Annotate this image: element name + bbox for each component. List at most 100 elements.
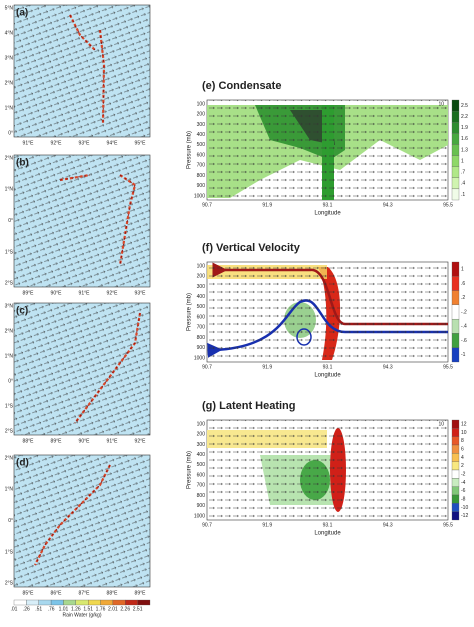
- colorbar-tick-label: -8: [461, 496, 466, 502]
- colorbar-tick-label: .2: [461, 295, 465, 301]
- colorbar-tick-label: 1.51: [83, 606, 93, 612]
- colorbar-cell: [112, 599, 126, 606]
- colorbar-tick-label: 1.6: [461, 136, 468, 142]
- x-tick-label: 93.1: [323, 522, 333, 528]
- colorbar-cell: [451, 290, 460, 306]
- colorbar-tick-label: -6: [461, 488, 466, 494]
- x-tick-label: 91°E: [79, 290, 91, 296]
- x-tick-label: 88°E: [23, 438, 35, 444]
- x-tick-label: 92°E: [51, 140, 63, 146]
- rain-streaks: [74, 312, 142, 424]
- y-tick-label: 0°: [8, 518, 13, 524]
- x-tick-label: 91.9: [262, 364, 272, 370]
- y-tick-label: 700: [197, 483, 206, 489]
- colorbar-cell: [451, 461, 460, 471]
- y-tick-label: 500: [197, 304, 206, 310]
- y-tick-label: 200: [197, 432, 206, 438]
- y-tick-label: 1°N: [5, 353, 14, 359]
- colorbar-tick-label: .76: [48, 606, 55, 612]
- colorbar-tick-label: 2.01: [108, 606, 118, 612]
- x-tick-label: 93°E: [79, 140, 91, 146]
- colorbar-cell: [100, 599, 114, 606]
- y-tick-label: 400: [197, 452, 206, 458]
- colorbar-cell: [451, 444, 460, 454]
- panel-title: (f) Vertical Velocity: [202, 242, 301, 254]
- colorbar-tick-label: -4: [461, 480, 466, 486]
- x-tick-label: 89°E: [51, 438, 63, 444]
- y-tick-label: 0°: [8, 131, 13, 137]
- rain-streaks: [69, 14, 106, 124]
- y-tick-label: 800: [197, 493, 206, 499]
- colorbar-tick-label: -.6: [461, 338, 467, 344]
- colorbar-tick-label: 1.76: [96, 606, 106, 612]
- colorbar-cell: [451, 155, 460, 167]
- y-tick-label: 100: [197, 263, 206, 269]
- colorbar-cell: [38, 599, 52, 606]
- colorbar-tick-label: .7: [461, 170, 465, 176]
- wind-vectors: [14, 455, 150, 587]
- x-tick-label: 94.3: [383, 202, 393, 208]
- x-tick-label: 91.9: [262, 202, 272, 208]
- x-tick-label: 91°E: [23, 140, 35, 146]
- y-tick-label: 100: [197, 421, 206, 427]
- colorbar-tick-label: .51: [35, 606, 42, 612]
- x-tick-label: 90.7: [202, 522, 212, 528]
- y-tick-label: 0°: [8, 218, 13, 224]
- colorbar-tick-label: 1.26: [71, 606, 81, 612]
- y-axis-label: Pressure (mb): [187, 293, 193, 331]
- y-tick-label: 800: [197, 173, 206, 179]
- colorbar-cell: [451, 177, 460, 190]
- x-tick-label: 95.5: [443, 522, 453, 528]
- colorbar-tick-label: 1.3: [461, 147, 468, 153]
- colorbar-tick-label: .1: [461, 192, 465, 198]
- colorbar-cell: [125, 599, 138, 606]
- x-axis-label: Longitude: [314, 211, 341, 217]
- colorbar-tick-label: 1: [461, 158, 464, 164]
- rain-streak: [34, 464, 111, 566]
- x-tick-label: 90°E: [79, 438, 91, 444]
- y-tick-label: 2°S: [5, 281, 14, 287]
- y-tick-label: 300: [197, 284, 206, 290]
- colorbar-tick-label: 12: [461, 421, 467, 427]
- y-tick-label: 3°N: [5, 55, 14, 61]
- panel-title: (g) Latent Heating: [202, 400, 296, 412]
- colorbar-tick-label: 10: [461, 430, 467, 436]
- colorbar-cell: [75, 599, 89, 606]
- colorbar-cell: [451, 486, 460, 496]
- y-tick-label: 1°N: [5, 187, 14, 193]
- colorbar-tick-label: 1.01: [59, 606, 69, 612]
- colorbar-tick-label: -2: [461, 471, 466, 477]
- x-tick-label: 89°E: [23, 290, 35, 296]
- y-tick-label: 4°N: [5, 30, 14, 36]
- colorbar-cell: [451, 494, 460, 504]
- colorbar-tick-label: -.4: [461, 324, 467, 330]
- colorbar-cell: [451, 133, 460, 145]
- colorbar-tick-label: .4: [461, 181, 465, 187]
- colorbar-tick-label: 8: [461, 438, 464, 444]
- colorbar-tick-label: -12: [461, 513, 468, 519]
- colorbar-tick-label: 2.2: [461, 114, 468, 120]
- rain-streaks: [34, 464, 111, 566]
- y-tick-label: 1000: [194, 193, 205, 199]
- x-tick-label: 95°E: [135, 140, 147, 146]
- panel-label: (d): [16, 458, 29, 469]
- colorbar-tick-label: 1.9: [461, 125, 468, 131]
- rain-streak-core: [74, 312, 141, 424]
- colorbar-cell: [451, 347, 460, 363]
- x-tick-label: 94°E: [107, 140, 119, 146]
- colorbar-tick-label: 6: [461, 446, 464, 452]
- colorbar-tick-label: .26: [23, 606, 30, 612]
- x-tick-label: 91°E: [107, 438, 119, 444]
- y-tick-label: 900: [197, 183, 206, 189]
- y-tick-label: 600: [197, 472, 206, 478]
- y-tick-label: 0°: [8, 379, 13, 385]
- x-tick-label: 95.5: [443, 202, 453, 208]
- colorbar-cell: [451, 419, 460, 429]
- panel-title: (e) Condensate: [202, 80, 281, 92]
- y-axis-label: Pressure (mb): [187, 451, 193, 489]
- colorbar-tick-label: -1: [461, 352, 466, 358]
- y-tick-label: 1000: [194, 513, 205, 519]
- panel-label: (c): [16, 306, 28, 317]
- x-tick-label: 89°E: [135, 590, 147, 596]
- colorbar-cell: [451, 110, 460, 123]
